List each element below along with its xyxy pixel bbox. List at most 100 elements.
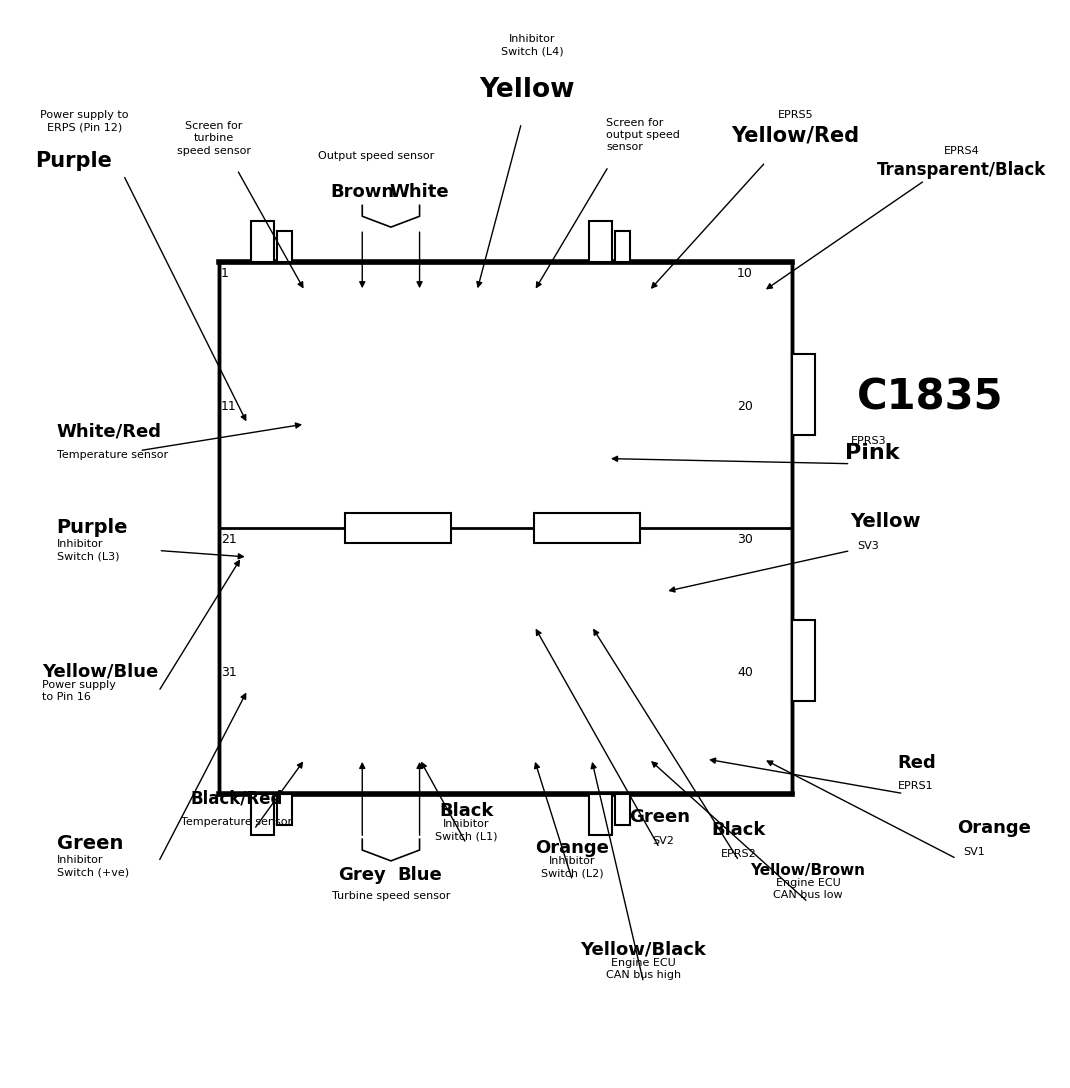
Bar (260, 557, 261, 626)
Bar (247, 557, 248, 626)
Text: 1: 1 (221, 268, 229, 281)
Bar (240, 557, 242, 626)
Bar (277, 231, 292, 262)
Text: Output speed sensor: Output speed sensor (318, 151, 434, 161)
Bar (239, 557, 241, 626)
Bar (233, 557, 235, 626)
Bar (246, 557, 247, 626)
Bar (233, 557, 234, 626)
Bar (260, 557, 262, 626)
Bar (235, 557, 238, 626)
Bar (250, 793, 274, 834)
Text: 31: 31 (221, 666, 236, 679)
Text: Orange: Orange (957, 819, 1030, 837)
Bar (241, 557, 243, 626)
Text: Yellow/Blue: Yellow/Blue (42, 663, 158, 681)
Bar (632, 424, 666, 493)
Bar (242, 557, 244, 626)
Text: Green: Green (629, 808, 690, 826)
Bar (261, 557, 262, 626)
Bar (288, 292, 322, 360)
Bar (346, 424, 379, 493)
Bar (747, 292, 780, 360)
Bar (231, 292, 264, 360)
Bar (231, 557, 264, 626)
Text: Inhibitor
Switch (L4): Inhibitor Switch (L4) (501, 34, 564, 57)
Bar (248, 557, 250, 626)
Bar (247, 557, 249, 626)
Bar (575, 424, 608, 493)
Bar (258, 557, 260, 626)
Bar (747, 424, 780, 493)
Bar (403, 292, 437, 360)
Bar (689, 424, 722, 493)
Bar (263, 557, 264, 626)
Bar (244, 557, 245, 626)
Bar (346, 690, 379, 759)
Bar (460, 557, 493, 626)
Text: Green: Green (57, 834, 123, 853)
Bar (246, 557, 248, 626)
Bar (263, 557, 265, 626)
Text: Yellow/Red: Yellow/Red (731, 125, 859, 145)
Bar (240, 557, 241, 626)
Bar (231, 557, 233, 626)
Bar (253, 557, 255, 626)
Text: 20: 20 (737, 400, 753, 413)
Text: 40: 40 (737, 666, 753, 679)
Text: Screen for
output speed
sensor: Screen for output speed sensor (607, 118, 681, 152)
Bar (243, 557, 244, 626)
Bar (632, 292, 666, 360)
Text: 30: 30 (737, 533, 753, 546)
Bar (253, 557, 254, 626)
Text: Turbine speed sensor: Turbine speed sensor (332, 891, 450, 901)
Bar (238, 557, 240, 626)
Bar (615, 793, 630, 825)
Bar (632, 690, 666, 759)
Text: EPRS1: EPRS1 (898, 781, 934, 791)
Text: Power supply to
ERPS (Pin 12): Power supply to ERPS (Pin 12) (40, 110, 128, 133)
Bar (346, 557, 379, 626)
Bar (460, 292, 493, 360)
Bar (232, 557, 233, 626)
Bar (231, 690, 264, 759)
Text: Grey: Grey (338, 866, 386, 885)
Bar (231, 557, 232, 626)
Bar (792, 354, 815, 435)
Bar (251, 557, 253, 626)
Bar (251, 557, 254, 626)
Bar (238, 557, 239, 626)
Bar (259, 557, 261, 626)
Bar (255, 557, 257, 626)
Bar (256, 557, 258, 626)
Bar (254, 557, 256, 626)
Text: 11: 11 (221, 400, 236, 413)
Bar (460, 690, 493, 759)
Text: White: White (389, 183, 449, 201)
Text: Temperature sensor: Temperature sensor (182, 817, 292, 827)
Text: Orange: Orange (535, 839, 609, 856)
Bar (259, 557, 260, 626)
Bar (534, 512, 640, 543)
Bar (518, 557, 551, 626)
Bar (588, 221, 612, 262)
Bar (249, 557, 250, 626)
Bar (262, 557, 263, 626)
Text: Yellow: Yellow (851, 512, 921, 531)
Bar (244, 557, 246, 626)
Text: Brown: Brown (331, 183, 395, 201)
Text: Blue: Blue (397, 866, 442, 885)
Bar (277, 793, 292, 825)
Text: Yellow/Black: Yellow/Black (581, 940, 706, 959)
Bar (261, 557, 263, 626)
Bar (236, 557, 238, 626)
Bar (403, 424, 437, 493)
Bar (241, 557, 242, 626)
Bar (747, 690, 780, 759)
Text: EPRS4: EPRS4 (944, 146, 980, 156)
Text: Black/Red: Black/Red (190, 790, 284, 807)
Bar (232, 557, 234, 626)
Bar (288, 690, 322, 759)
Text: SV2: SV2 (653, 836, 674, 845)
Bar (346, 292, 379, 360)
